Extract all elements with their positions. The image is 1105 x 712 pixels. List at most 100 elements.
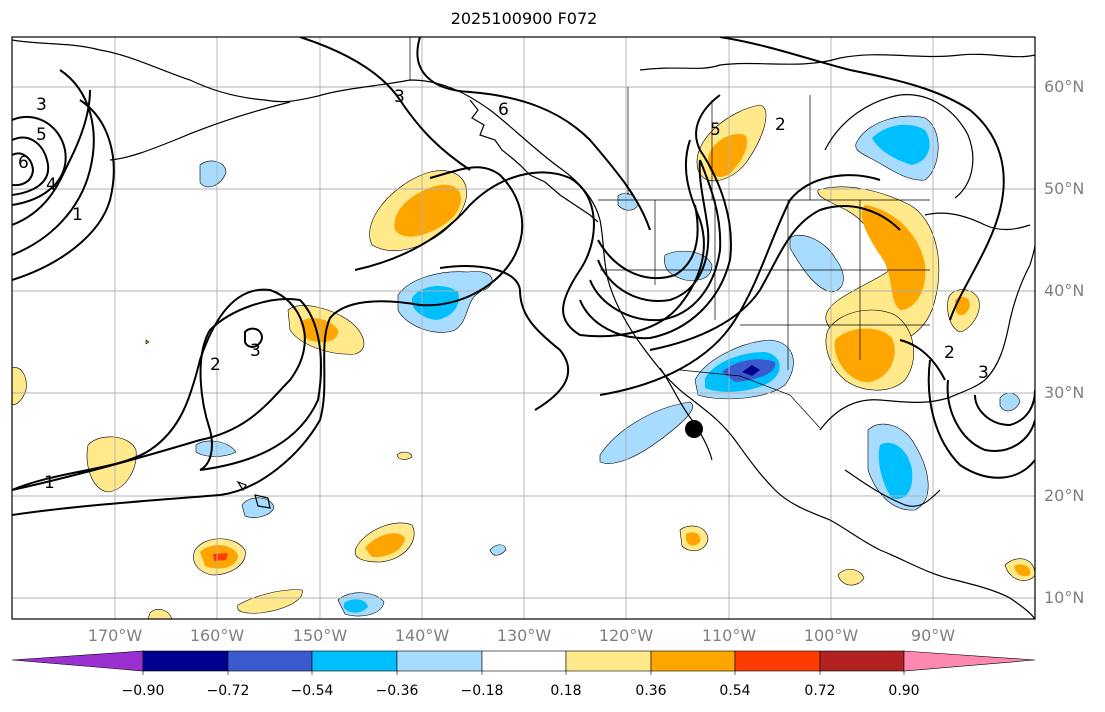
negative-anomaly-small-1: [489, 544, 507, 556]
coastline-gulf-mexico: [819, 379, 986, 431]
positive-anomaly-trop-4-core: [686, 532, 701, 546]
negative-anomaly-pacific-1-core: [411, 286, 459, 320]
lon-label: 100°W: [803, 626, 859, 645]
colorbar-bin: [481, 650, 567, 672]
contour-north-ridge: [416, 37, 651, 231]
negative-anomaly-east-coast: [999, 392, 1021, 412]
lon-label: 150°W: [292, 626, 348, 645]
lon-label: 120°W: [598, 626, 654, 645]
lon-label: 110°W: [701, 626, 757, 645]
negative-anomaly-gulf-mexico-core: [878, 442, 913, 499]
negative-anomaly-hudson-core: [872, 124, 930, 165]
contour-2-north: [12, 69, 95, 256]
negative-anomaly-trop-east-core: [344, 599, 368, 613]
colorbar-tick-label: 0.90: [888, 683, 920, 699]
contour-label: 2: [210, 355, 221, 375]
contour-east-low-mid: [946, 379, 1035, 452]
contour-main-2: [12, 89, 91, 226]
lon-label: 140°W: [394, 626, 450, 645]
lat-label: 10°N: [1044, 588, 1085, 607]
coastline-mexico-west: [689, 397, 881, 551]
coastline-us-west: [599, 219, 691, 399]
coastline-hudson-bay: [824, 94, 974, 199]
coastline-arctic: [639, 53, 1035, 71]
contour-label: 2: [944, 343, 955, 363]
coastline-baja: [659, 367, 713, 461]
contour-main-1: [12, 166, 524, 516]
contour-east-trough: [899, 339, 946, 381]
colorbar-bin: [142, 650, 229, 672]
positive-anomaly-trop-6-core: [1014, 564, 1031, 577]
colorbar-tick-label: −0.36: [375, 683, 419, 699]
contour-1-outer: [12, 288, 306, 491]
graticule: [12, 37, 1035, 619]
positive-anomaly-midwest-core: [861, 205, 926, 310]
lat-label: 30°N: [1044, 383, 1085, 402]
positive-anomaly-gulf-alaska-core: [394, 184, 461, 237]
contour-alaska-low-3: [12, 152, 35, 187]
coastline-bc-islands: [469, 99, 599, 223]
colorbar-low-extend: [11, 650, 144, 672]
map-frame: [11, 36, 1036, 620]
colorbar-bin: [650, 650, 736, 672]
positive-anomaly-small-2: [396, 451, 413, 460]
colorbar-high-extend: [903, 650, 1036, 672]
lat-label: 20°N: [1044, 486, 1085, 505]
contour-east-low-inner: [974, 389, 1035, 427]
contour-label: 4: [46, 175, 57, 195]
black-dot-marker: [685, 420, 703, 438]
coastline-us-east: [984, 244, 1035, 381]
contour-north-ridge-2: [299, 37, 471, 171]
positive-anomaly-trop-2-core: [365, 533, 405, 558]
contour-label: 6: [18, 153, 29, 173]
negative-anomaly-hawaii-west: [195, 440, 237, 457]
border-us-mexico: [679, 369, 821, 429]
lat-label: 40°N: [1044, 281, 1085, 300]
colorbar-tick-label: −0.54: [290, 683, 334, 699]
contour-trough-6: [597, 204, 699, 280]
contour-label: 5: [710, 120, 721, 140]
lat-label: 60°N: [1044, 77, 1085, 96]
positive-anomaly-trop-3: [237, 589, 303, 614]
coastline-yucatan: [844, 469, 941, 507]
contour-trough-2: [439, 265, 570, 411]
negative-anomaly-aleutian: [199, 160, 227, 188]
contour-alaska-low-1: [12, 115, 67, 206]
positive-anomaly-trop-1-peak: [213, 553, 228, 561]
colorbar-tick-label: 0.18: [550, 683, 582, 699]
positive-anomaly-small-3: [147, 609, 173, 619]
contour-east-ridge: [719, 37, 1005, 321]
negative-anomaly-southwest-peak: [742, 365, 760, 376]
colorbar-bin: [396, 650, 483, 672]
contour-labels: 1 1 2 2 2 3 3 3 3 4 5 5 6 6: [18, 87, 989, 493]
positive-anomaly-trop-5: [837, 569, 865, 586]
colorbar-bin: [311, 650, 398, 672]
contour-trough-4: [589, 159, 722, 322]
colorbar-tick-label: 0.54: [719, 683, 751, 699]
contour-label: 3: [36, 95, 47, 115]
colorbar-bin: [819, 650, 905, 672]
contour-label: 5: [36, 125, 47, 145]
coastline-alaska-peninsula: [109, 101, 291, 161]
negative-anomaly-northern-plains: [789, 234, 844, 293]
lon-label: 170°W: [87, 626, 143, 645]
colorbar-tick-label: −0.18: [460, 683, 504, 699]
contour-mid-1: [649, 205, 901, 351]
colorbar-tick-label: −0.72: [206, 683, 250, 699]
contour-trough-1: [354, 139, 705, 338]
contour-alaska-low-2: [12, 136, 50, 196]
contour-label: 6: [498, 100, 509, 120]
coastlines: [12, 39, 1035, 619]
lon-label: 160°W: [189, 626, 245, 645]
colorbar-bin: [227, 650, 313, 672]
coastline-alaska: [12, 39, 319, 103]
contour-label: 1: [72, 205, 83, 225]
height-contours: [12, 37, 1035, 516]
colorbar-tick-label: 0.36: [635, 683, 667, 699]
contour-label: 1: [44, 473, 55, 493]
political-borders: [409, 37, 930, 429]
anomaly-fills: [12, 104, 1035, 619]
colorbar: [11, 650, 1036, 675]
colorbar-ticks: [142, 671, 905, 675]
